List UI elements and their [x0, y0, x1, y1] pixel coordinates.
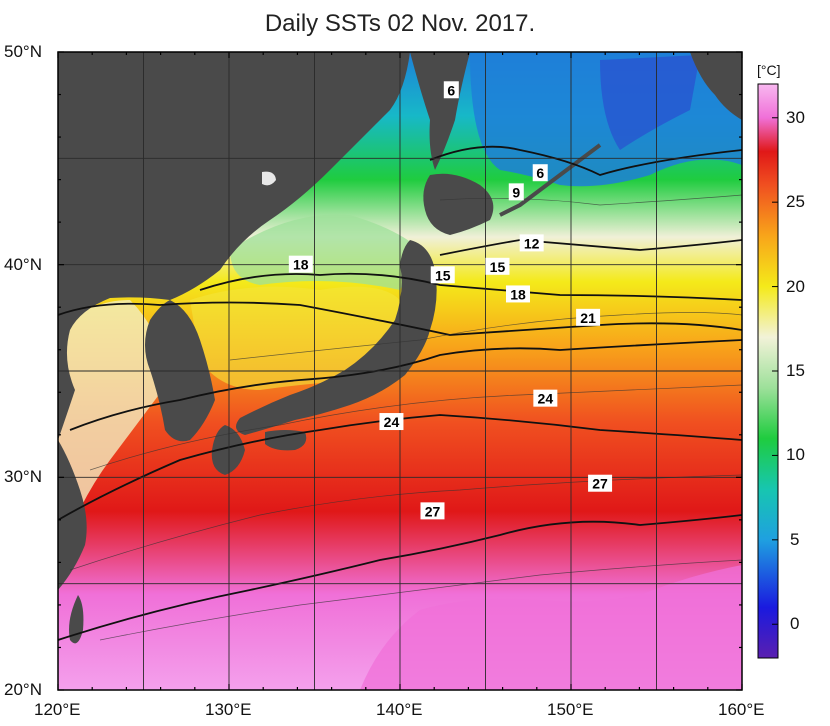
contour-label-box	[508, 183, 524, 201]
contour-label-text: 21	[580, 310, 596, 326]
contour-label-text: 27	[425, 503, 441, 519]
contour-label: 12	[519, 234, 544, 252]
land-honshu	[236, 240, 437, 435]
lon-tick-label: 150°E	[547, 700, 594, 719]
warm-water-patch	[360, 565, 742, 690]
land-kamchatka	[690, 52, 742, 120]
contour-label: 18	[288, 255, 313, 273]
lat-tick-label: 40°N	[4, 254, 42, 274]
contour-label: 15	[430, 266, 455, 284]
land-kyushu	[211, 425, 245, 475]
graticule	[58, 52, 742, 690]
very-cold-water-patch	[600, 55, 700, 150]
contour-label-text: 15	[490, 259, 506, 275]
lat-tick-label: 50°N	[4, 42, 42, 61]
contour-label-text: 6	[536, 165, 544, 181]
contour-15	[199, 272, 742, 301]
contour-label-text: 18	[293, 257, 309, 273]
contour-label: 6	[532, 164, 548, 182]
contour-label-text: 24	[538, 391, 554, 407]
frame-ticks	[57, 51, 743, 691]
lon-tick-label: 160°E	[718, 700, 765, 719]
lon-tick-label: 120°E	[34, 700, 81, 719]
contour-label-box	[588, 474, 613, 492]
contour-label-text: 6	[447, 82, 455, 98]
contour-label-box	[420, 502, 445, 520]
land-taiwan	[69, 595, 84, 644]
contour-label: 9	[508, 183, 524, 201]
contour-label-box	[288, 255, 313, 273]
lon-tick-label: 130°E	[205, 700, 252, 719]
contour-label: 18	[505, 285, 530, 303]
contour-label-text: 9	[512, 184, 520, 200]
colorbar-tick-label: 20	[786, 276, 805, 296]
contour-label-text: 12	[524, 235, 540, 251]
contour-label: 27	[588, 474, 613, 492]
lon-tick-label: 140°E	[376, 700, 423, 719]
contour-label-text: 18	[510, 286, 526, 302]
contour-label-box	[533, 389, 558, 407]
sea-of-japan-north-patch	[230, 214, 420, 290]
land-mainland	[58, 52, 410, 440]
contour-label: 21	[576, 308, 601, 326]
contour-label-box	[519, 234, 544, 252]
contour-27	[58, 514, 742, 641]
sea-of-japan-patch	[190, 286, 400, 390]
contour-9	[429, 145, 742, 176]
colorbar-tick-label: 30	[786, 107, 805, 127]
lat-tick-label: 20°N	[4, 680, 42, 699]
map-title: Daily SSTs 02 Nov. 2017.	[264, 10, 536, 37]
contour-label: 15	[485, 257, 510, 275]
colorbar-ticks	[772, 117, 778, 625]
contour-label-box	[379, 413, 404, 431]
contour-label-box	[532, 164, 548, 182]
contour-lines	[58, 145, 742, 641]
contour-label: 6	[443, 81, 459, 99]
contour-label-text: 27	[592, 476, 608, 492]
land-hokkaido	[423, 173, 494, 235]
contour-label-text: 15	[435, 267, 451, 283]
shelf-water-patch	[58, 300, 170, 560]
contour-label: 24	[379, 413, 404, 431]
colorbar-tick-label: 10	[786, 445, 805, 465]
contour-label: 24	[533, 389, 558, 407]
contour-label-box	[505, 285, 530, 303]
colorbar-tick-label: 5	[790, 529, 800, 549]
colorbar-tick-label: 25	[786, 192, 805, 212]
contour-12	[439, 239, 742, 256]
thin-contour-lines	[69, 194, 742, 641]
contour-label: 27	[420, 502, 445, 520]
colorbar-tick-label: 15	[786, 361, 805, 380]
contour-label-box	[576, 308, 601, 326]
contour-label-box	[485, 257, 510, 275]
land-shikoku	[265, 430, 307, 451]
land-kuril-islands	[499, 143, 602, 217]
contour-label-text: 24	[384, 414, 400, 430]
lat-tick-label: 30°N	[4, 467, 42, 487]
colorbar-unit: [°C]	[757, 62, 781, 78]
contour-21	[69, 339, 742, 431]
contour-label-box	[443, 81, 459, 99]
colorbar-tick-label: 0	[790, 614, 800, 634]
contour-label-box	[430, 266, 455, 284]
lake-khanka	[262, 171, 276, 186]
contour-18	[58, 301, 742, 336]
